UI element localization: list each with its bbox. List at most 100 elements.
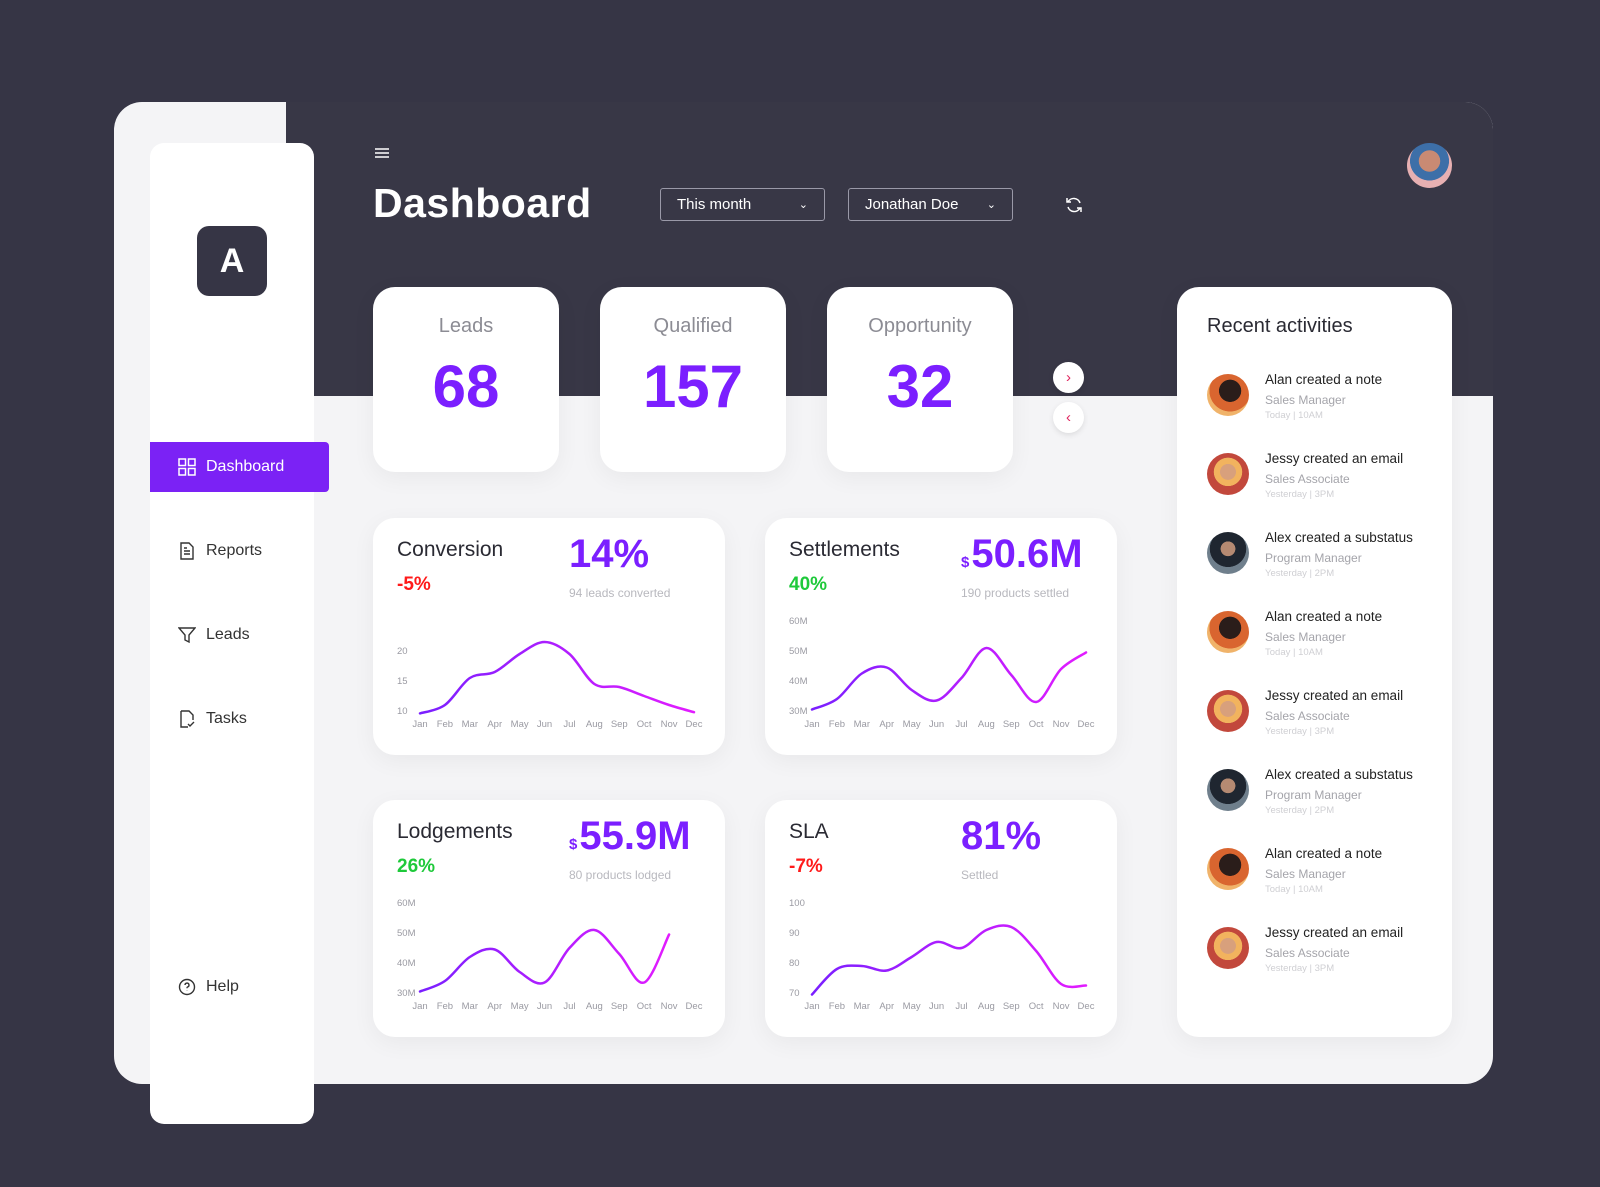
x-tick-label: Aug [586,1001,603,1012]
x-tick-label: Jun [929,1001,944,1012]
x-tick-label: Aug [978,719,995,730]
chart-subtitle: 94 leads converted [569,586,671,600]
kpi-card-qualified: Qualified 157 [600,287,786,472]
activity-time: Yesterday | 3PM [1265,726,1335,737]
activity-item[interactable]: Jessy created an email Sales Associate Y… [1207,688,1447,748]
activity-time: Yesterday | 2PM [1265,568,1335,579]
recent-activities-panel: Recent activities Alan created a note Sa… [1177,287,1452,1037]
kpi-card-leads: Leads 68 [373,287,559,472]
activity-time: Yesterday | 3PM [1265,963,1335,974]
x-tick-label: Apr [879,1001,894,1012]
activity-role: Program Manager [1265,788,1362,802]
chart-value: 14% [569,532,649,577]
chart-card-conversion: Conversion -5% 14% 94 leads converted 10 1… [373,518,725,755]
line-chart: 10 15 20 Jan Feb Mar Apr May Jun Jul Aug Sep Oct Nov D… [397,640,703,730]
chart-value-text: 50.6M [971,532,1083,576]
logo: A [197,226,267,296]
x-tick-label: Aug [586,719,603,730]
activity-role: Program Manager [1265,551,1362,565]
document-icon [180,542,194,560]
activity-text: Alan created a note [1265,846,1383,861]
x-tick-label: Mar [462,719,478,730]
line-chart: 30M 40M 50M 60M Jan Feb Mar Apr May Jun Jul Aug Sep O… [789,616,1095,730]
chart-card-lodgements: Lodgements 26% $55.9M 80 products lodged… [373,800,725,1037]
x-tick-label: Aug [978,1001,995,1012]
x-tick-label: May [511,1001,529,1012]
x-tick-label: Dec [1078,719,1095,730]
activity-text: Alan created a note [1265,372,1383,387]
activity-item[interactable]: Alan created a note Sales Manager Today … [1207,372,1447,432]
activity-text: Jessy created an email [1265,925,1404,940]
user-avatar[interactable] [1407,143,1452,188]
y-tick-label: 30M [789,706,808,717]
activity-item[interactable]: Alan created a note Sales Manager Today … [1207,846,1447,906]
x-tick-label: Jul [955,1001,967,1012]
sidebar-item-label: Reports [206,542,263,559]
x-tick-label: Jun [537,1001,552,1012]
series-line [810,924,1088,996]
x-tick-label: Feb [829,1001,845,1012]
sidebar-item-help[interactable]: Help [150,962,329,1012]
activity-item[interactable]: Alex created a substatus Program Manager… [1207,767,1447,827]
sidebar-item-dashboard[interactable]: Dashboard [150,442,329,492]
y-tick-label: 15 [397,676,408,687]
x-tick-label: Dec [686,1001,703,1012]
task-document-icon [180,710,195,728]
panel-title: Recent activities [1207,315,1353,337]
x-tick-label: Apr [487,1001,502,1012]
y-tick-label: 70 [789,988,800,999]
activity-item[interactable]: Jessy created an email Sales Associate Y… [1207,451,1447,511]
activity-time: Today | 10AM [1265,884,1323,895]
sidebar-item-leads[interactable]: Leads [150,610,329,660]
series-line [418,640,696,715]
x-tick-label: May [511,719,529,730]
line-chart: 70 80 90 100 Jan Feb Mar Apr May Jun Jul Aug Sep Oct N… [789,898,1095,1012]
kpi-value: 32 [886,353,954,420]
x-tick-label: Nov [661,719,678,730]
chart-delta: -5% [397,574,431,595]
user-dropdown[interactable]: Jonathan Doe ⌄ [848,188,1013,221]
y-tick-label: 50M [789,646,808,657]
series-line [418,928,671,993]
x-tick-label: Mar [854,1001,870,1012]
x-tick-label: Oct [1029,1001,1044,1012]
sidebar-item-tasks[interactable]: Tasks [150,694,329,744]
avatar [1207,690,1249,732]
y-tick-label: 40M [789,676,808,687]
kpi-value: 68 [432,353,500,420]
previous-button[interactable]: ‹ [1053,402,1084,433]
kpi-card-opportunity: Opportunity 32 [827,287,1013,472]
x-tick-label: Feb [437,1001,453,1012]
activity-item[interactable]: Alan created a note Sales Manager Today … [1207,609,1447,669]
x-tick-label: Jan [412,1001,427,1012]
kpi-label: Qualified [653,315,733,337]
activity-time: Yesterday | 3PM [1265,489,1335,500]
activity-text: Alan created a note [1265,609,1383,624]
activity-text: Alex created a substatus [1265,767,1413,782]
chart-title: Conversion [397,538,504,561]
sidebar-item-reports[interactable]: Reports [150,526,329,576]
x-tick-label: Jul [563,719,575,730]
activity-item[interactable]: Alex created a substatus Program Manager… [1207,530,1447,590]
chart-card-sla: SLA -7% 81% Settled 70 80 90 100 Jan Feb Mar Apr… [765,800,1117,1037]
chart-title: Lodgements [397,820,513,843]
currency-symbol: $ [569,836,578,853]
period-value: This month [677,196,752,213]
hamburger-menu-icon[interactable] [374,146,390,160]
refresh-icon[interactable] [1064,195,1084,215]
avatar [1207,374,1249,416]
next-button[interactable]: › [1053,362,1084,393]
activity-role: Sales Associate [1265,946,1350,960]
y-tick-label: 30M [397,988,416,999]
chevron-left-icon: ‹ [1066,409,1071,426]
x-tick-label: Sep [611,1001,628,1012]
chart-title: SLA [789,820,829,843]
chart-value: 81% [961,814,1041,859]
x-tick-label: May [903,1001,921,1012]
y-tick-label: 60M [789,616,808,627]
activity-item[interactable]: Jessy created an email Sales Associate Y… [1207,925,1447,985]
chart-title: Settlements [789,538,900,561]
x-tick-label: Oct [1029,719,1044,730]
x-tick-label: Apr [487,719,502,730]
period-dropdown[interactable]: This month ⌄ [660,188,825,221]
